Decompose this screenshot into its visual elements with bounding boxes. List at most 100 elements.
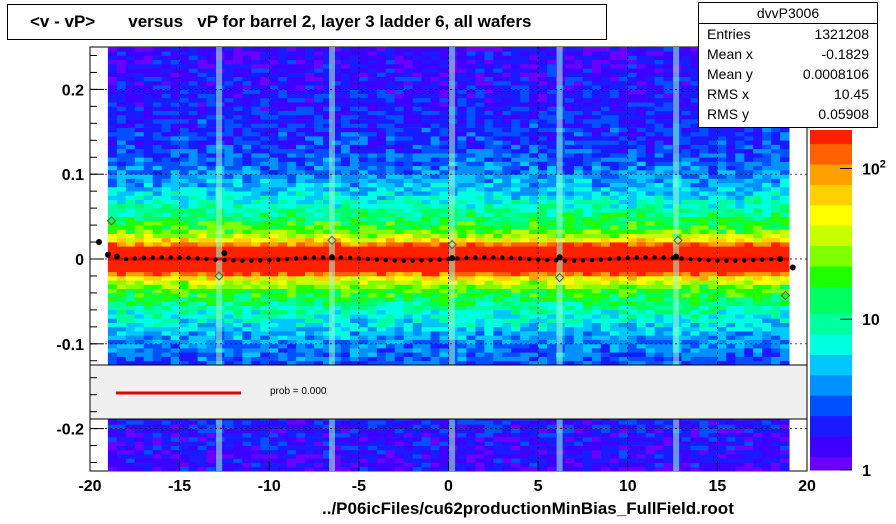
heatmap-cell <box>161 59 172 65</box>
heatmap-cell <box>242 174 252 179</box>
heatmap-cell <box>197 93 207 99</box>
heatmap-cell <box>143 326 154 332</box>
heatmap-cell <box>224 131 234 137</box>
heatmap-cell <box>421 178 431 183</box>
heatmap-cell <box>188 322 198 328</box>
heatmap-cell <box>439 114 449 120</box>
heatmap-cell <box>107 144 118 150</box>
heatmap-cell <box>242 242 252 247</box>
heatmap-cell <box>520 280 530 285</box>
heatmap-cell <box>323 89 333 94</box>
heatmap-cell <box>376 191 387 196</box>
heatmap-cell <box>305 89 315 94</box>
heatmap-cell <box>224 352 234 357</box>
heatmap-cell <box>484 136 494 141</box>
heatmap-cell <box>188 284 198 289</box>
heatmap-cell <box>367 119 378 124</box>
heatmap-cell <box>475 80 485 86</box>
heatmap-cell <box>251 305 261 311</box>
heatmap-cell <box>296 178 306 183</box>
heatmap-cell <box>340 178 351 183</box>
heatmap-cell <box>520 157 530 162</box>
heatmap-cell <box>529 280 539 285</box>
heatmap-cell <box>224 301 234 306</box>
heatmap-cell <box>385 305 396 311</box>
heatmap-cell <box>376 131 387 137</box>
heatmap-cell <box>529 68 539 73</box>
heatmap-cell <box>269 148 279 154</box>
heatmap-cell <box>421 55 431 61</box>
heatmap-cell <box>242 233 252 239</box>
heatmap-cell <box>457 454 467 459</box>
heatmap-cell <box>412 174 423 179</box>
heatmap-cell <box>170 242 181 247</box>
heatmap-cell <box>296 144 306 150</box>
heatmap-cell <box>197 161 207 167</box>
heatmap-cell <box>511 339 521 345</box>
heatmap-cell <box>332 237 342 243</box>
heatmap-cell <box>152 462 163 468</box>
heatmap-cell <box>529 170 539 175</box>
heatmap-cell <box>403 186 414 192</box>
heatmap-cell <box>197 246 207 251</box>
heatmap-cell <box>412 297 423 302</box>
heatmap-cell <box>376 458 387 463</box>
heatmap-cell <box>323 131 333 137</box>
heatmap-cell <box>134 305 145 311</box>
heatmap-cell <box>367 263 378 268</box>
heatmap-cell <box>412 318 423 323</box>
heatmap-cell <box>358 144 369 150</box>
heatmap-cell <box>376 326 387 332</box>
heatmap-cell <box>251 449 261 455</box>
heatmap-cell <box>107 309 118 315</box>
heatmap-cell <box>107 203 118 209</box>
heatmap-cell <box>125 309 136 315</box>
heatmap-cell <box>349 199 360 205</box>
heatmap-cell <box>529 254 539 260</box>
heatmap-cell <box>242 131 252 137</box>
heatmap-cell <box>170 432 181 438</box>
heatmap-cell <box>367 326 378 332</box>
heatmap-cell <box>260 466 270 472</box>
heatmap-cell <box>385 131 396 137</box>
heatmap-cell <box>430 352 440 357</box>
heatmap-cell <box>152 47 163 52</box>
heatmap-cell <box>143 51 154 56</box>
heatmap-cell <box>466 458 476 463</box>
heatmap-cell <box>367 59 378 65</box>
heatmap-cell <box>269 93 279 99</box>
heatmap-cell <box>170 157 181 162</box>
heatmap-cell <box>251 263 261 268</box>
heatmap-cell <box>188 305 198 311</box>
heatmap-cell <box>484 441 494 446</box>
heatmap-cell <box>125 259 136 264</box>
heatmap-cell <box>251 326 261 332</box>
heatmap-cell <box>296 237 306 243</box>
heatmap-cell <box>233 348 243 353</box>
heatmap-cell <box>179 97 189 103</box>
heatmap-cell <box>385 68 396 73</box>
heatmap-cell <box>233 182 243 188</box>
heatmap-cell <box>502 199 512 205</box>
heatmap-cell <box>116 165 127 171</box>
heatmap-cell <box>116 292 127 298</box>
heatmap-cell <box>394 55 405 61</box>
heatmap-cell <box>332 97 342 103</box>
heatmap-cell <box>269 170 279 175</box>
heatmap-cell <box>547 352 557 357</box>
heatmap-cell <box>251 123 261 128</box>
heatmap-cell <box>323 114 333 120</box>
heatmap-cell <box>107 250 118 256</box>
heatmap-cell <box>403 89 414 94</box>
heatmap-cell <box>206 80 216 86</box>
heatmap-cell <box>134 301 145 306</box>
heatmap-cell <box>134 195 145 200</box>
heatmap-cell <box>314 466 324 472</box>
heatmap-cell <box>161 441 172 446</box>
heatmap-cell <box>107 288 118 294</box>
heatmap-cell <box>412 136 423 141</box>
heatmap-cell <box>116 178 127 183</box>
heatmap-cell <box>233 454 243 459</box>
heatmap-cell <box>116 301 127 306</box>
heatmap-cell <box>143 161 154 167</box>
